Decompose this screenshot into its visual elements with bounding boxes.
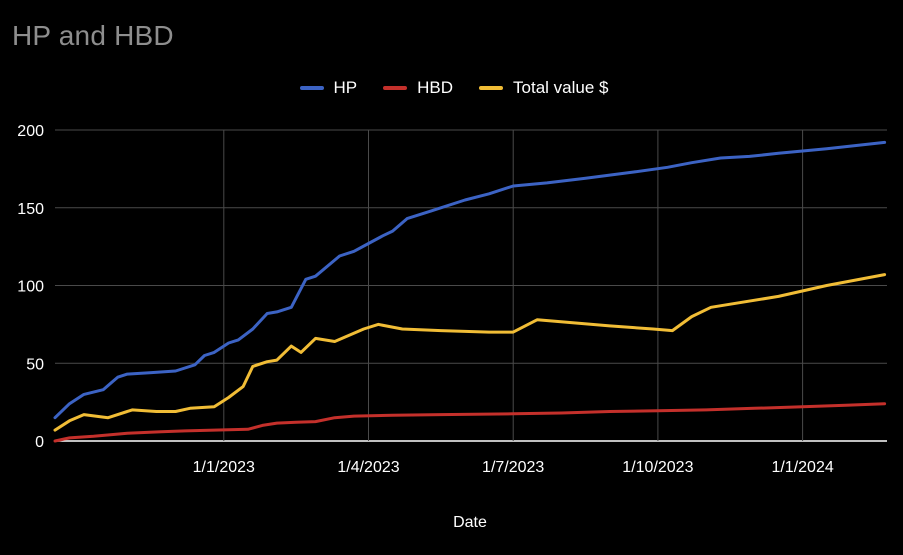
legend-label-hp: HP	[333, 78, 358, 97]
x-tick-label-4: 1/1/2024	[771, 459, 833, 476]
x-tick-label-2: 1/7/2023	[482, 459, 544, 476]
legend-swatch-total-value	[479, 86, 504, 90]
x-tick-label-3: 1/10/2023	[622, 459, 693, 476]
series-line-hp[interactable]	[53, 140, 887, 420]
chart-legend: HP HBD Total value $	[0, 78, 903, 98]
y-tick-label-100: 100	[17, 279, 44, 296]
y-tick-label-0: 0	[35, 434, 44, 451]
series-line-hbd[interactable]	[53, 402, 887, 443]
legend-label-hbd: HBD	[417, 78, 454, 97]
x-axis-title: Date	[453, 514, 487, 531]
y-axis-ticks: 0 50 100 150 200	[17, 123, 44, 451]
y-tick-label-200: 200	[17, 123, 44, 140]
series-layer	[53, 140, 887, 443]
legend-item-total-value[interactable]: Total value $	[479, 78, 608, 98]
legend-swatch-hp	[299, 86, 324, 90]
chart-title: HP and HBD	[12, 20, 174, 51]
y-tick-label-50: 50	[26, 356, 44, 373]
legend-label-total-value: Total value $	[513, 78, 609, 97]
y-tick-label-150: 150	[17, 201, 44, 218]
x-tick-label-1: 1/4/2023	[337, 459, 399, 476]
grid-lines	[55, 129, 887, 442]
x-tick-label-0: 1/1/2023	[193, 459, 255, 476]
legend-item-hp[interactable]: HP	[299, 78, 358, 98]
x-axis-ticks: 1/1/2023 1/4/2023 1/7/2023 1/10/2023 1/1/202…	[193, 459, 834, 476]
legend-item-hbd[interactable]: HBD	[383, 78, 453, 98]
series-line-total-value[interactable]	[53, 273, 887, 432]
legend-swatch-hbd	[383, 86, 408, 90]
